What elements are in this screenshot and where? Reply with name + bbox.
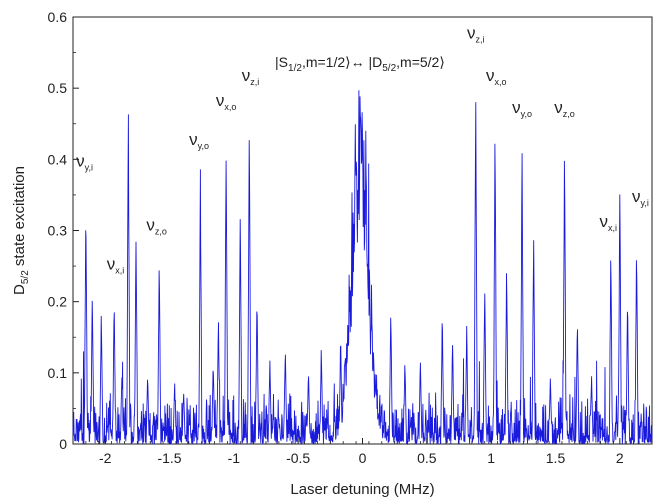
peak-label-symbol: ν: [107, 255, 116, 274]
x-tick-label: 0: [359, 450, 367, 466]
peak-label: νy,o: [512, 98, 532, 119]
peak-label-symbol: ν: [467, 23, 476, 42]
peak-label: νx,o: [216, 91, 237, 112]
peak-label-symbol: ν: [76, 151, 85, 170]
peak-label-subscript: x,o: [224, 102, 236, 112]
peak-label: νz,o: [554, 98, 575, 119]
y-tick-label: 0.5: [48, 80, 68, 96]
y-tick-label: 0: [59, 436, 67, 452]
peak-label-subscript: y,i: [640, 198, 648, 208]
peak-label-subscript: z,o: [155, 227, 167, 237]
peak-label-subscript: y,o: [521, 109, 532, 119]
x-tick-label: 1.5: [546, 450, 566, 466]
x-tick-label: 1: [487, 450, 495, 466]
peak-label-subscript: y,i: [85, 162, 93, 172]
x-tick-label: -1: [228, 450, 241, 466]
transition-label-subscript: 5/2: [382, 63, 396, 74]
transition-label: |S1/2,m=1/2⟩↔ |D5/2,m=5/2⟩: [275, 54, 445, 74]
peak-label-subscript: x,i: [608, 223, 617, 233]
y-tick-label: 0.1: [48, 365, 68, 381]
x-tick-label: 2: [616, 450, 624, 466]
y-tick-label: 0.6: [48, 9, 68, 25]
peak-label-symbol: ν: [189, 130, 198, 149]
peak-label-symbol: ν: [486, 66, 495, 85]
peak-label-subscript: x,o: [495, 77, 507, 87]
peak-label: νy,i: [632, 187, 649, 208]
peak-label-subscript: z,i: [475, 34, 484, 44]
series-group: [72, 90, 653, 445]
x-tick-label: -1.5: [157, 450, 181, 466]
transition-label-part: ,m=1/2⟩↔ |D: [302, 54, 382, 70]
peak-label: νx,i: [107, 255, 125, 276]
peak-label-subscript: x,i: [115, 266, 124, 276]
peak-label: νx,i: [600, 212, 618, 233]
axes: -2 -1.5 -1 -0.5 0 0.5 1 1.5 2 0 0.1 0.2 0.3 0.4 0.5 0.6: [48, 9, 653, 466]
y-axis-title-rest: state excitation: [11, 166, 28, 270]
peak-label: νy,i: [76, 151, 93, 172]
peak-label-symbol: ν: [632, 187, 641, 206]
annotations: νy,iνx,iνz,oνy,oνx,oνz,iνz,iνx,oνy,o νz,o…: [76, 23, 649, 275]
transition-label-part: ,m=5/2⟩: [396, 54, 445, 70]
peak-label: νy,o: [189, 130, 209, 151]
peak-label-symbol: ν: [600, 212, 609, 231]
y-axis-title-main: D: [11, 284, 28, 295]
peak-label: νz,o: [146, 216, 167, 237]
peak-label: νz,i: [242, 66, 260, 87]
y-tick-label: 0.2: [48, 294, 68, 310]
peak-label-symbol: ν: [216, 91, 225, 110]
peak-label: νx,o: [486, 66, 507, 87]
y-tick-label: 0.3: [48, 223, 68, 239]
peak-label-subscript: z,o: [563, 109, 575, 119]
x-tick-label: -2: [99, 450, 112, 466]
peak-label: νz,i: [467, 23, 485, 44]
y-axis-title-subscript: 5/2: [20, 270, 31, 284]
y-axis-title: D5/2 state excitation: [11, 166, 31, 295]
x-tick-label: -0.5: [286, 450, 310, 466]
peak-label-symbol: ν: [554, 98, 563, 117]
transition-label-subscript: 1/2: [288, 63, 302, 74]
series-line: [72, 90, 653, 445]
transition-label-part: |S: [275, 54, 288, 70]
peak-label-subscript: z,i: [250, 77, 259, 87]
y-tick-label: 0.4: [48, 151, 68, 167]
x-tick-label: 0.5: [417, 450, 437, 466]
peak-label-symbol: ν: [242, 66, 251, 85]
peak-label-symbol: ν: [512, 98, 521, 117]
peak-label-symbol: ν: [146, 216, 155, 235]
peak-label-subscript: y,o: [198, 141, 209, 151]
x-axis-title: Laser detuning (MHz): [290, 481, 434, 498]
